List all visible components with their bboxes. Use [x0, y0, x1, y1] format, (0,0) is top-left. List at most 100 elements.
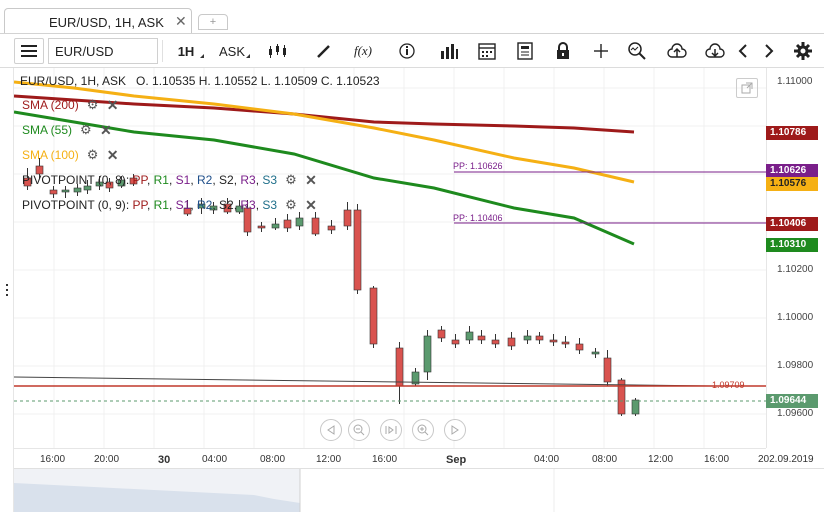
candle	[561, 341, 570, 345]
instrument-label: EUR/USD, 1H, ASK	[20, 74, 127, 88]
symbol-input[interactable]: EUR/USD	[48, 38, 158, 64]
price-tag-sma200: 1.10786	[766, 126, 818, 140]
candle	[523, 335, 532, 341]
close-icon[interactable]: ✕	[106, 97, 119, 113]
time-label: 16:00	[40, 454, 66, 465]
sma200-line	[14, 94, 635, 134]
price-axis[interactable]: 1.11000 1.10200 1.10000 1.09800 1.09600	[766, 68, 824, 448]
gear-icon	[794, 42, 812, 60]
zoom-icon	[628, 42, 646, 60]
candle	[83, 185, 92, 191]
navigator-strip[interactable]	[14, 468, 824, 512]
candle	[61, 189, 70, 193]
indicator-pivot-8: PIVOTPOINT (0, 8) : PP, R1, S1, R2, S2, …	[22, 173, 317, 187]
sma200-label: SMA (200)	[22, 98, 79, 112]
time-label: 04:00	[534, 454, 560, 465]
nav-zoom-out-button[interactable]	[348, 419, 370, 441]
time-label: 04:00	[202, 454, 228, 465]
indicators-button[interactable]: f(x)	[346, 38, 380, 64]
lock-button[interactable]	[550, 38, 576, 64]
zoom-out-icon	[353, 424, 365, 436]
gear-icon[interactable]: ⚙	[285, 197, 297, 212]
tab-title: EUR/USD, 1H, ASK	[49, 15, 164, 30]
candle	[105, 181, 114, 189]
candle	[49, 189, 58, 195]
detach-button[interactable]	[736, 78, 758, 98]
close-icon[interactable]: ✕	[305, 197, 317, 213]
gear-icon[interactable]: ⚙	[86, 97, 99, 112]
tab-divider	[0, 33, 824, 34]
nav-reset-button[interactable]	[380, 419, 402, 441]
nav-next-button[interactable]	[444, 419, 466, 441]
triangle-left-icon	[327, 425, 335, 435]
candlestick-icon	[269, 44, 286, 58]
chart-tab[interactable]: EUR/USD, 1H, ASK ✕	[4, 8, 192, 34]
period-select[interactable]: 1H	[166, 38, 206, 64]
add-tab-button[interactable]: +	[198, 14, 228, 30]
price-chart[interactable]	[14, 68, 766, 448]
indicator-sma100: SMA (100) ⚙ ✕	[22, 148, 118, 162]
candle	[575, 343, 584, 351]
volume-button[interactable]	[434, 38, 464, 64]
side-select[interactable]: ASK	[212, 38, 252, 64]
pivot-part: R1	[153, 198, 169, 212]
pivot-part: ,	[255, 173, 263, 187]
chart-type-button[interactable]	[258, 38, 298, 64]
candle	[507, 337, 516, 347]
trend-line	[14, 376, 715, 387]
price-tick: 1.11000	[777, 76, 813, 87]
drag-handle-icon[interactable]	[5, 284, 11, 298]
pivot-part: ,	[190, 198, 197, 212]
zoom-button[interactable]	[622, 38, 652, 64]
gear-icon[interactable]: ⚙	[86, 147, 99, 162]
candle	[295, 217, 304, 227]
candle	[549, 339, 558, 343]
menu-button[interactable]	[14, 38, 44, 64]
close-icon[interactable]: ✕	[305, 172, 317, 188]
level-label: 1.09709	[712, 380, 745, 390]
document-icon	[517, 42, 533, 60]
toolbar: EUR/USD 1H ASK f(x)	[0, 34, 824, 68]
candle	[209, 205, 218, 211]
candle	[117, 179, 126, 187]
price-tag-sma100: 1.10576	[766, 177, 818, 191]
price-tag-current: 1.09644	[766, 394, 818, 408]
info-button[interactable]	[390, 38, 424, 64]
close-tab-icon[interactable]: ✕	[175, 13, 187, 29]
candle	[197, 203, 206, 209]
calendar-button[interactable]	[474, 38, 500, 64]
settings-button[interactable]	[792, 38, 814, 64]
indicator-sma55: SMA (55) ⚙ ✕	[22, 123, 112, 137]
candle	[35, 165, 44, 175]
info-icon	[399, 43, 415, 59]
scroll-left-button[interactable]	[734, 38, 752, 64]
close-icon[interactable]: ✕	[106, 147, 119, 163]
pivot-part: ,	[212, 198, 220, 212]
scroll-right-button[interactable]	[760, 38, 778, 64]
candle	[73, 187, 82, 193]
time-label: 20:00	[94, 454, 120, 465]
upload-button[interactable]	[662, 38, 692, 64]
gear-icon[interactable]: ⚙	[80, 122, 92, 137]
crosshair-button[interactable]	[588, 38, 614, 64]
candle	[235, 205, 244, 213]
zoom-in-icon	[417, 424, 429, 436]
close-icon[interactable]: ✕	[100, 122, 112, 138]
time-axis[interactable]: 16:00 20:00 30 04:00 08:00 12:00 16:00 S…	[14, 448, 814, 468]
candle	[437, 329, 446, 339]
nav-prev-button[interactable]	[320, 419, 342, 441]
download-button[interactable]	[700, 38, 730, 64]
pivot-part: R3	[240, 173, 256, 187]
pivot-part: S1	[175, 173, 191, 187]
draw-tool-button[interactable]	[306, 38, 342, 64]
pivot-part: S2	[219, 198, 234, 212]
pivot9-levels: : PP, R1, S1, R2, S2, R3, S3	[126, 198, 277, 212]
gear-icon[interactable]: ⚙	[285, 172, 297, 187]
chevron-right-icon	[765, 44, 774, 58]
news-button[interactable]	[512, 38, 538, 64]
candle	[271, 223, 280, 229]
price-tick: 1.10200	[777, 264, 814, 275]
nav-zoom-in-button[interactable]	[412, 419, 434, 441]
pivot-part: :	[125, 198, 133, 212]
